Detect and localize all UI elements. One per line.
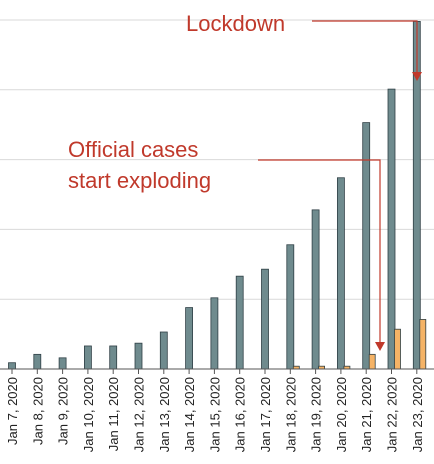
annotation-lockdown-text: Lockdown [186,11,285,36]
annotation-cases-leader [258,159,381,344]
bar-series1-11 [286,244,295,370]
annotation-cases-arrowhead [375,342,385,351]
x-tick-label-4: Jan 11, 2020 [106,377,121,451]
bar-series1-15 [387,88,396,370]
bar-series1-3 [84,345,92,370]
bar-series1-7 [185,307,194,370]
bar-series1-12 [311,209,320,370]
x-tick-label-11: Jan 18, 2020 [283,377,298,452]
annotation-cases-text-line1: Official cases [68,137,198,162]
bar-series1-13 [336,177,345,370]
bar-series2-16 [419,319,427,370]
x-tick-label-5: Jan 12, 2020 [132,377,147,452]
x-tick-label-15: Jan 22, 2020 [385,377,400,452]
x-tick-label-14: Jan 21, 2020 [359,377,374,452]
annotation-lockdown-leader [312,20,418,74]
bar-series1-8 [210,297,219,370]
annotation-lockdown-arrowhead [412,72,422,81]
x-ticks [11,369,418,374]
x-tick-label-3: Jan 10, 2020 [81,377,96,452]
bar-series1-5 [134,342,143,370]
bar-series1-10 [261,268,269,370]
bar-series1-9 [235,275,244,370]
x-tick-label-16: Jan 23, 2020 [410,377,425,452]
bar-series2-14 [368,353,376,370]
bar-series1-6 [159,331,168,370]
bar-series1-1 [33,353,42,370]
bar-series1-4 [109,345,118,370]
x-tick-label-0: Jan 7, 2020 [5,377,20,445]
bars-group [8,20,427,370]
x-tick-label-9: Jan 16, 2020 [233,377,248,452]
x-tick-label-7: Jan 14, 2020 [182,377,197,452]
x-tick-label-10: Jan 17, 2020 [258,377,273,452]
annotations: Lockdown Official cases start exploding [68,11,422,351]
bar-series1-2 [58,357,67,370]
x-tick-label-8: Jan 15, 2020 [207,377,222,452]
x-tick-label-13: Jan 20, 2020 [334,377,349,452]
x-tick-label-12: Jan 19, 2020 [309,377,324,452]
bar-series2-15 [394,328,401,370]
x-tick-labels: Jan 7, 2020 Jan 8, 2020 Jan 9, 2020 Jan 10,… [5,377,425,452]
bar-series1-0 [8,362,16,370]
x-tick-label-1: Jan 8, 2020 [30,377,45,445]
x-tick-label-6: Jan 13, 2020 [157,377,172,452]
annotation-cases-text-line2: start exploding [68,168,211,193]
x-tick-label-2: Jan 9, 2020 [56,377,71,445]
